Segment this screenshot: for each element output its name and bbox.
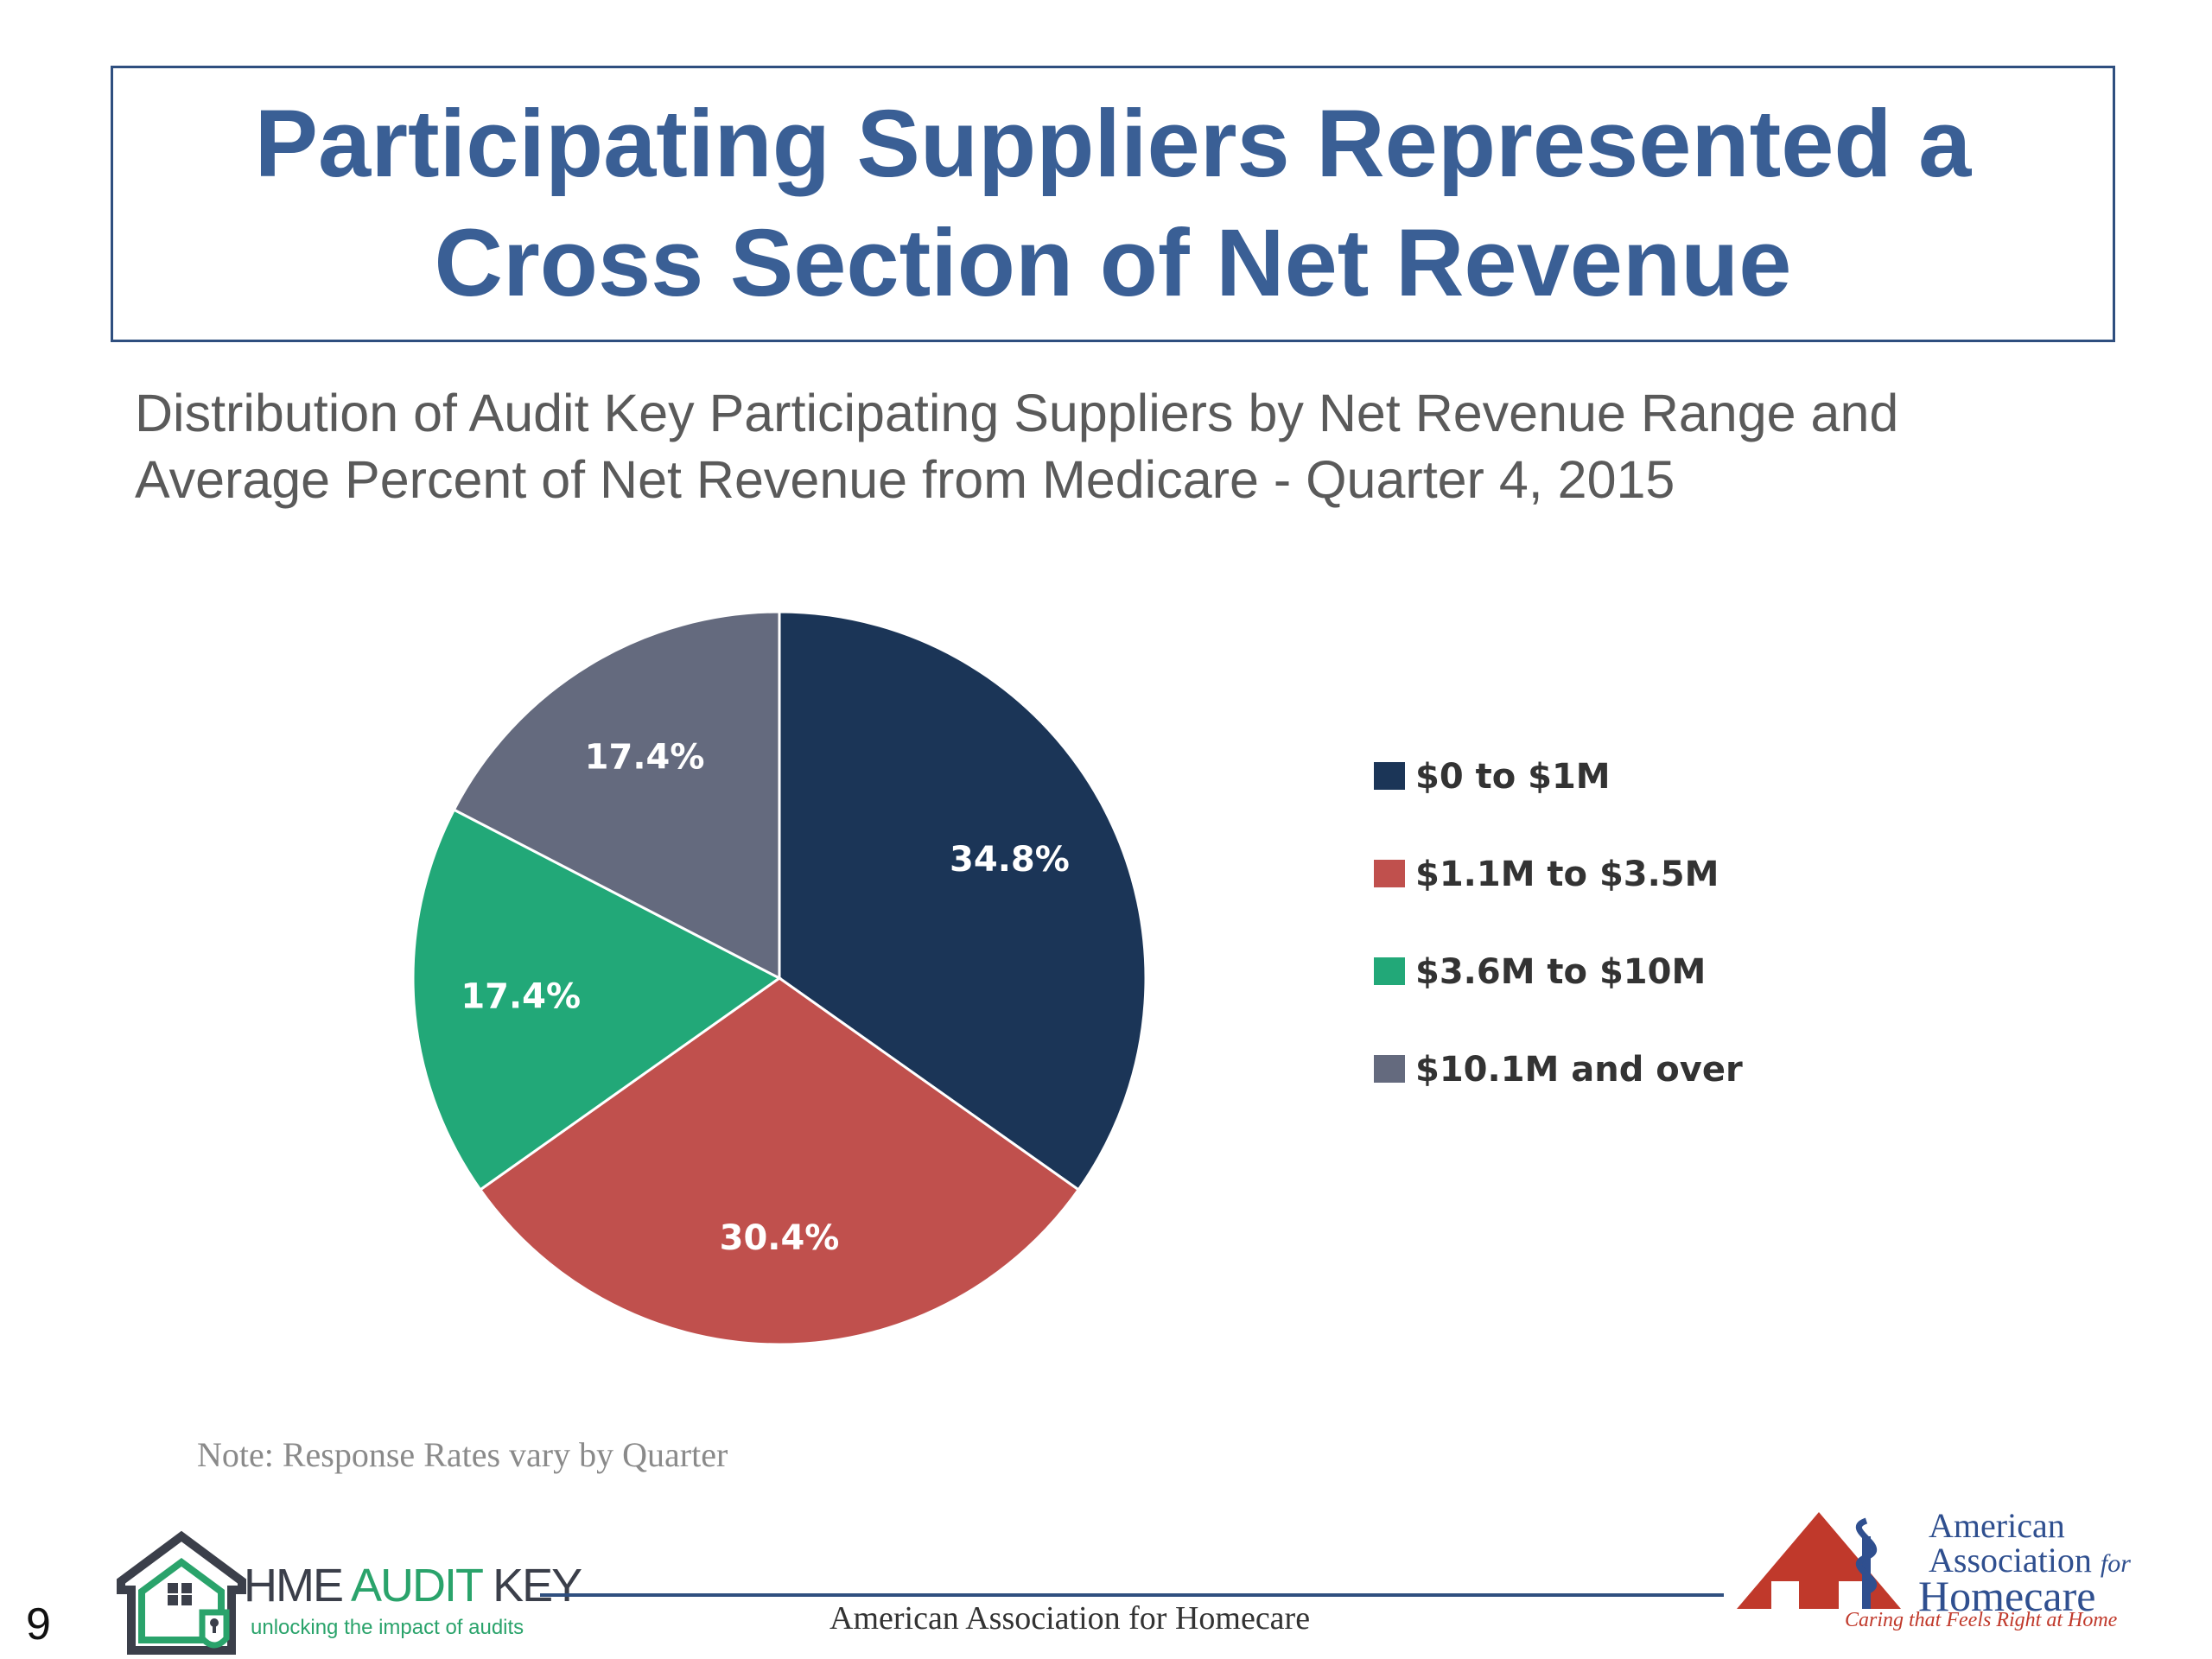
legend-label-1: $0 to $1M xyxy=(1415,757,1611,797)
hme-wordmark-part: HME xyxy=(244,1560,352,1611)
footer-divider xyxy=(540,1593,1724,1597)
response-rate-note: Note: Response Rates vary by Quarter xyxy=(197,1435,728,1474)
aah-line-1: American xyxy=(1929,1506,2065,1545)
aah-tagline: Caring that Feels Right at Home xyxy=(1845,1609,2118,1631)
slide-title-line-2: Cross Section of Net Revenue xyxy=(434,210,1792,316)
data-label-2: 30.4% xyxy=(720,1218,840,1258)
key-wordmark-part: KEY xyxy=(481,1560,582,1611)
data-label-4: 17.4% xyxy=(585,738,705,778)
legend-label-3: $3.6M to $10M xyxy=(1415,952,1706,992)
legend-swatch-4 xyxy=(1374,1055,1405,1083)
pie-slice-3 xyxy=(411,808,782,1192)
house-lock-icon xyxy=(117,1530,246,1655)
aah-line-2-suffix: for xyxy=(2100,1549,2131,1578)
footer-organization: American Association for Homecare xyxy=(830,1600,1311,1637)
data-label-3: 17.4% xyxy=(461,977,581,1017)
title-box: Participating Suppliers Represented a Cr… xyxy=(111,66,2115,342)
aah-logo: American Association for Homecare Caring… xyxy=(1737,1495,2143,1650)
hme-audit-key-wordmark: HME AUDIT KEY xyxy=(244,1559,582,1612)
pie-slice-2 xyxy=(478,976,1081,1346)
chart-subtitle-line-2: Average Percent of Net Revenue from Medi… xyxy=(135,450,1675,509)
aah-line-2-text: Association xyxy=(1929,1541,2092,1580)
legend-label-2: $1.1M to $3.5M xyxy=(1415,855,1719,894)
pie-slice-1 xyxy=(778,610,1147,1192)
legend-swatch-2 xyxy=(1374,860,1405,887)
hme-audit-key-tagline: unlocking the impact of audits xyxy=(251,1616,524,1639)
legend-label-4: $10.1M and over xyxy=(1415,1050,1743,1090)
hme-audit-key-logo: HME AUDIT KEY unlocking the impact of au… xyxy=(112,1529,582,1659)
data-label-1: 34.8% xyxy=(950,840,1070,880)
legend-swatch-3 xyxy=(1374,957,1405,985)
audit-wordmark-part: AUDIT xyxy=(351,1560,483,1611)
aah-line-3: Homecare xyxy=(1918,1572,2096,1620)
chart-subtitle: Distribution of Audit Key Participating … xyxy=(135,380,1898,513)
pie-slice-4 xyxy=(452,610,781,981)
slide-title-line-1: Participating Suppliers Represented a xyxy=(254,91,1972,197)
chart-subtitle-line-1: Distribution of Audit Key Participating … xyxy=(135,384,1899,442)
aah-line-2: Association for xyxy=(1929,1540,2131,1580)
legend-swatch-1 xyxy=(1374,762,1405,790)
house-caduceus-icon xyxy=(1737,1512,1901,1609)
page-number: 9 xyxy=(26,1599,51,1649)
